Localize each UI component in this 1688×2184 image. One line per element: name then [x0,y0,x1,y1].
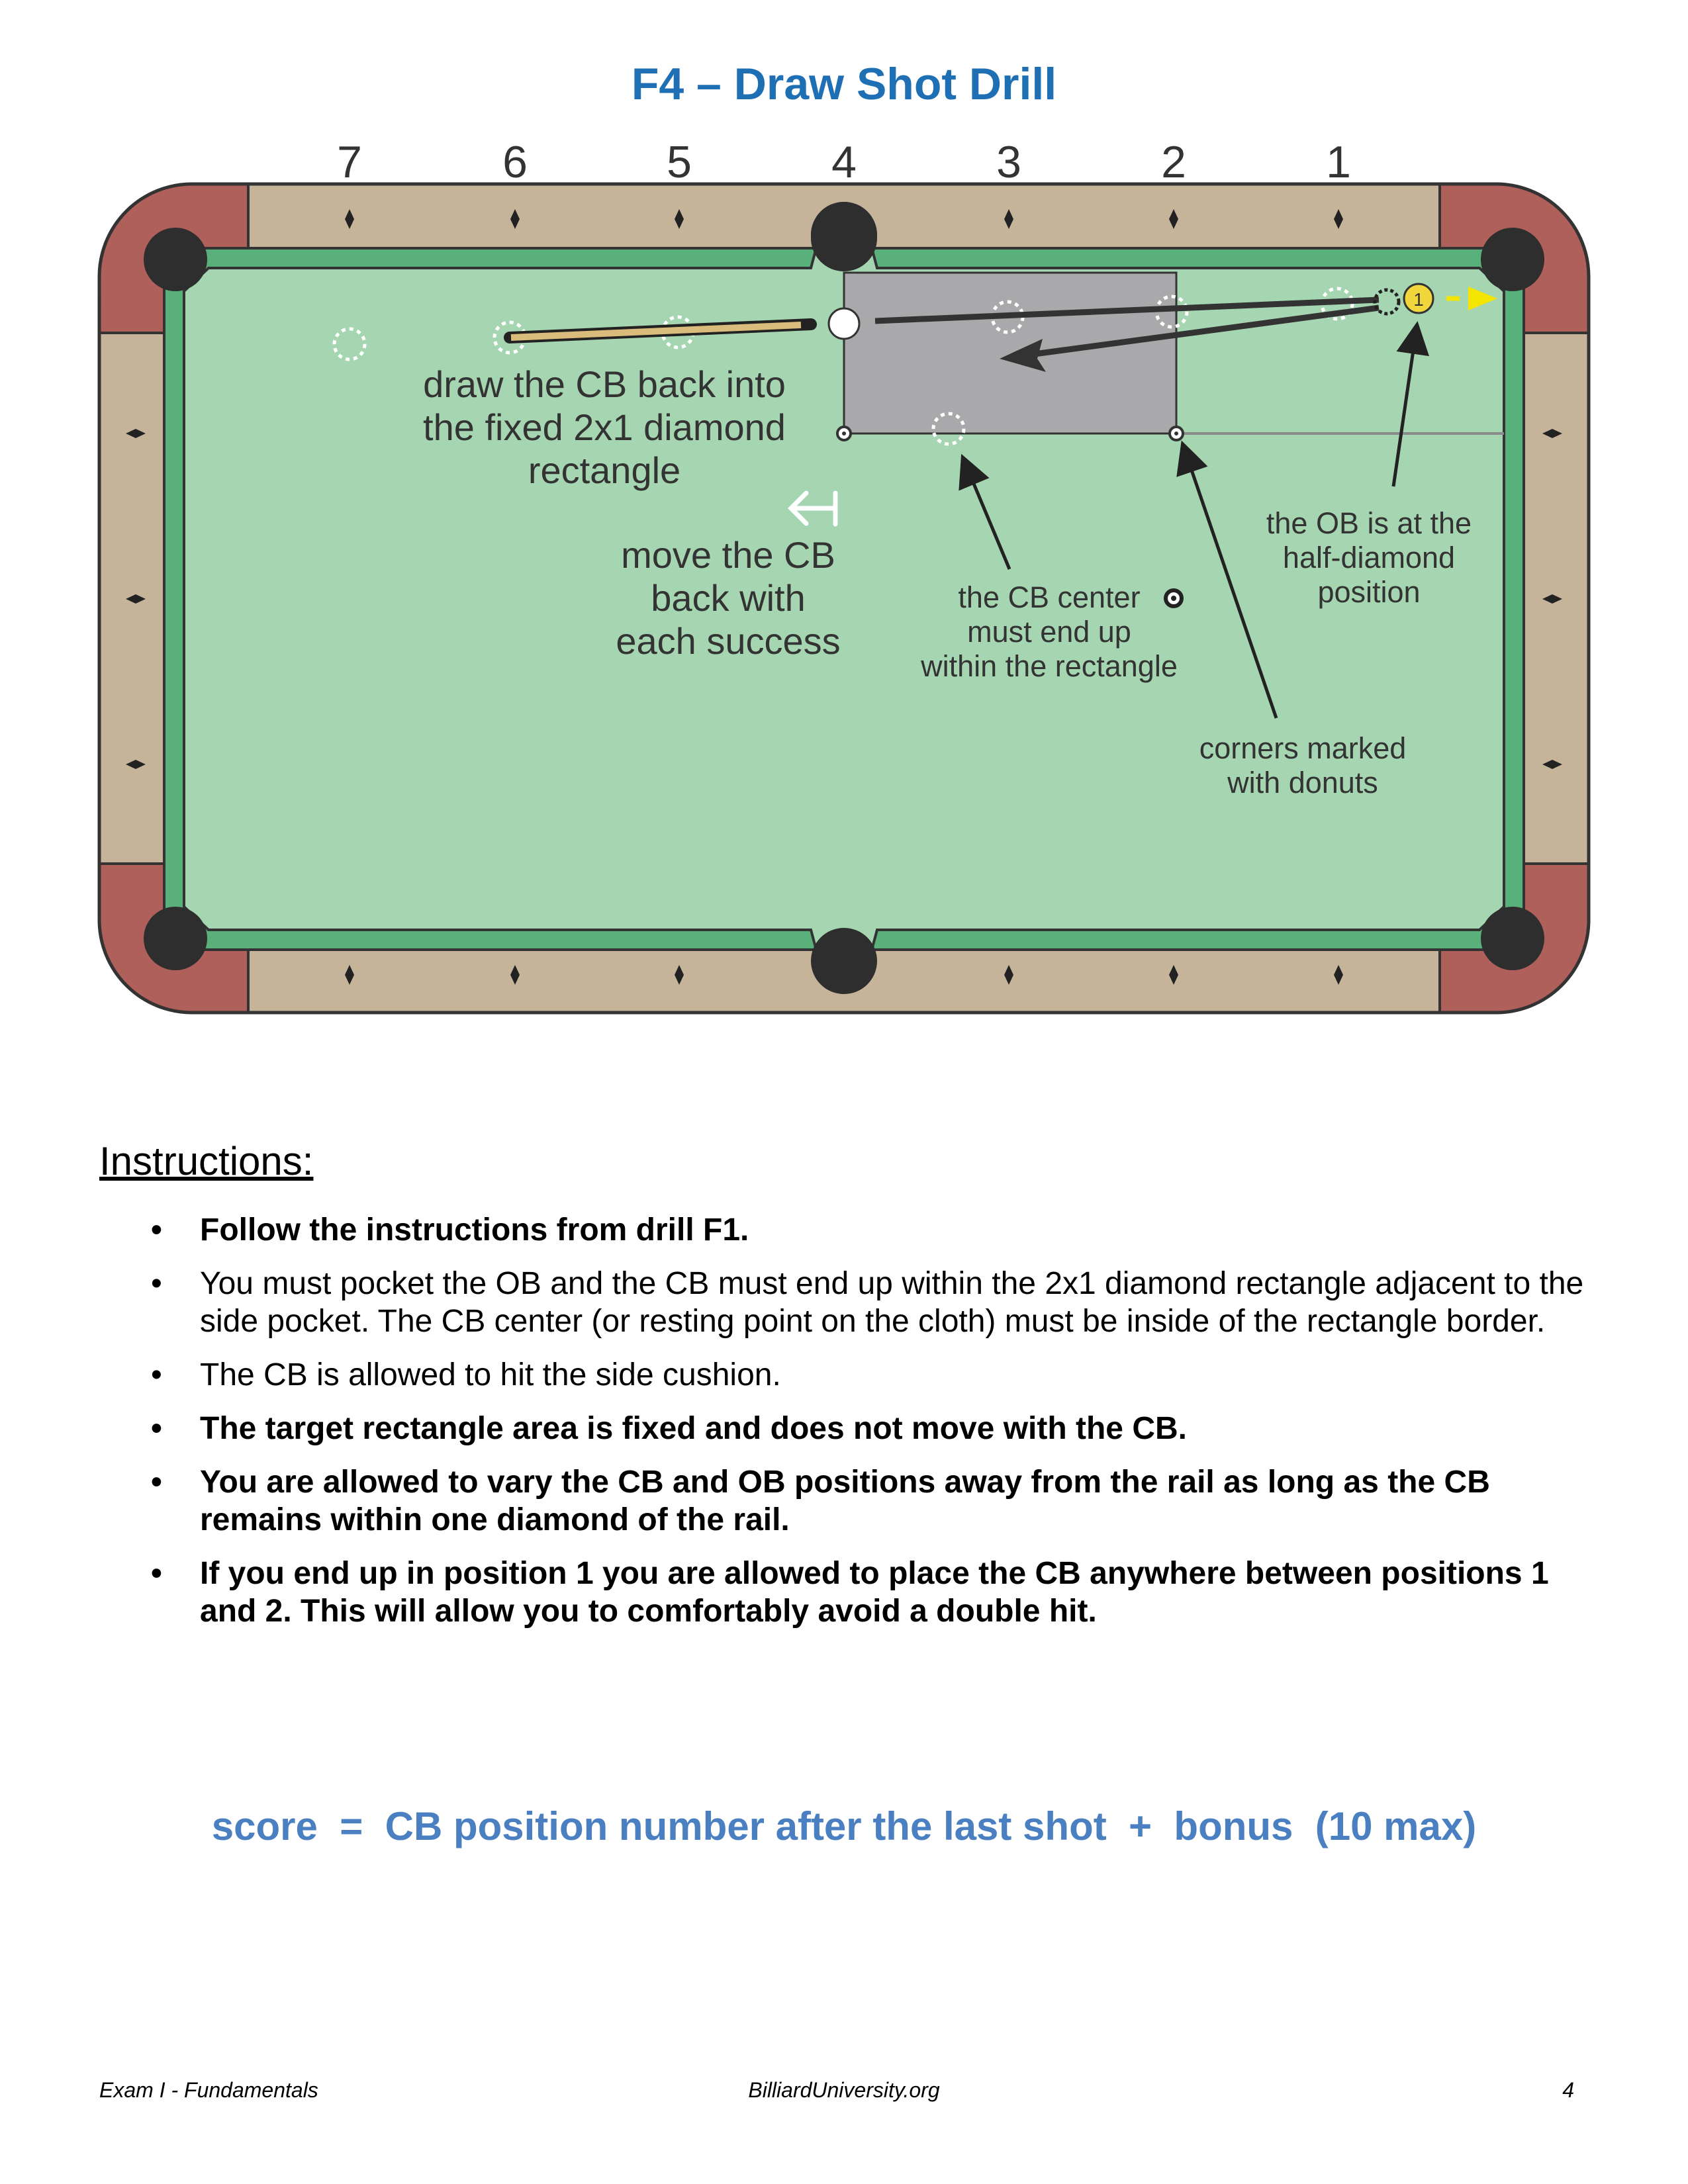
pocket-bottom-left [144,907,207,970]
instructions-heading: Instructions: [99,1139,314,1183]
object-ball-number: 1 [1413,289,1424,310]
note-corners-line-2: with donuts [1227,766,1378,799]
position-number-7: 7 [337,137,362,187]
note-move-back-line-2: back with [651,577,805,619]
footer-page-number: 4 [1562,2078,1574,2102]
donut-icon [1164,588,1184,608]
list-item-text: The CB is allowed to hit the side cushio… [200,1357,781,1392]
note-move-back-line-1: move the CB [621,534,835,576]
list-item-text: Follow the instructions from drill F1. [200,1212,749,1248]
pool-table-diagram: 7 6 5 4 3 2 1 [97,137,1591,1015]
list-item: • The target rectangle area is fixed and… [146,1410,1602,1447]
note-cb-center-line-1: the CB center [958,580,1140,614]
target-rectangle [843,271,1178,435]
bullet-icon: • [151,1465,162,1500]
pocket-top-right [1481,228,1544,291]
note-cb-center-line-2: must end up [967,615,1131,649]
pocket-bottom-side [811,928,877,994]
note-move-back-line-3: each success [616,620,840,662]
position-number-5: 5 [667,137,692,187]
instructions-list: • Follow the instructions from drill F1.… [146,1211,1602,1646]
object-ball [1403,283,1434,314]
position-number-2: 2 [1161,137,1186,187]
pocket-top-left [144,228,207,291]
footer-left: Exam I - Fundamentals [99,2078,318,2102]
note-ob-position-line-1: the OB is at the [1266,506,1472,540]
position-number-3: 3 [996,137,1021,187]
list-item-text: You must pocket the OB and the CB must e… [200,1266,1584,1339]
list-item-text: You are allowed to vary the CB and OB po… [200,1465,1490,1537]
pocket-bottom-right [1481,907,1544,970]
footer-center: BilliardUniversity.org [748,2078,940,2102]
note-cb-center-line-3: within the rectangle [920,649,1178,683]
cb-center-arrow [959,453,1011,570]
list-item-text: The target rectangle area is fixed and d… [200,1411,1187,1446]
page-title: F4 – Draw Shot Drill [631,59,1057,109]
draw-back-path [1019,304,1380,359]
bullet-icon: • [151,1212,162,1248]
note-ob-position-line-2: half-diamond [1283,541,1455,574]
corner-donuts [836,426,1184,441]
rail-diamonds [126,209,1562,985]
position-number-1: 1 [1326,137,1351,187]
score-formula: score = CB position number after the las… [211,1804,1477,1848]
draw-arrowhead [1000,339,1046,372]
cue-ball [827,307,861,340]
cue-stick [504,318,817,343]
bullet-icon: • [151,1556,162,1591]
list-item: • Follow the instructions from drill F1. [146,1211,1602,1249]
bullet-icon: • [151,1357,162,1392]
note-draw-back-line-3: rectangle [528,449,680,491]
list-item-text: If you end up in position 1 you are allo… [200,1556,1549,1629]
note-draw-back-line-2: the fixed 2x1 diamond [423,406,786,448]
note-draw-back-line-1: draw the CB back into [423,363,786,405]
note-corners-line-1: corners marked [1199,731,1407,765]
list-item: • You must pocket the OB and the CB must… [146,1265,1602,1340]
object-ball-direction-arrow [1446,287,1497,310]
bullet-icon: • [151,1266,162,1301]
position-number-4: 4 [831,137,857,187]
list-item: • The CB is allowed to hit the side cush… [146,1356,1602,1394]
ghost-contact-ball [1373,288,1401,316]
ob-position-arrow [1391,321,1429,487]
cue-ball-path [874,296,1380,324]
bullet-icon: • [151,1411,162,1446]
position-number-6: 6 [502,137,528,187]
pockets [144,202,1544,994]
corners-arrow [1176,440,1278,719]
list-item: • If you end up in position 1 you are al… [146,1555,1602,1630]
note-ob-position-line-3: position [1317,575,1420,609]
list-item: • You are allowed to vary the CB and OB … [146,1463,1602,1539]
move-back-arrow-icon [788,490,838,527]
